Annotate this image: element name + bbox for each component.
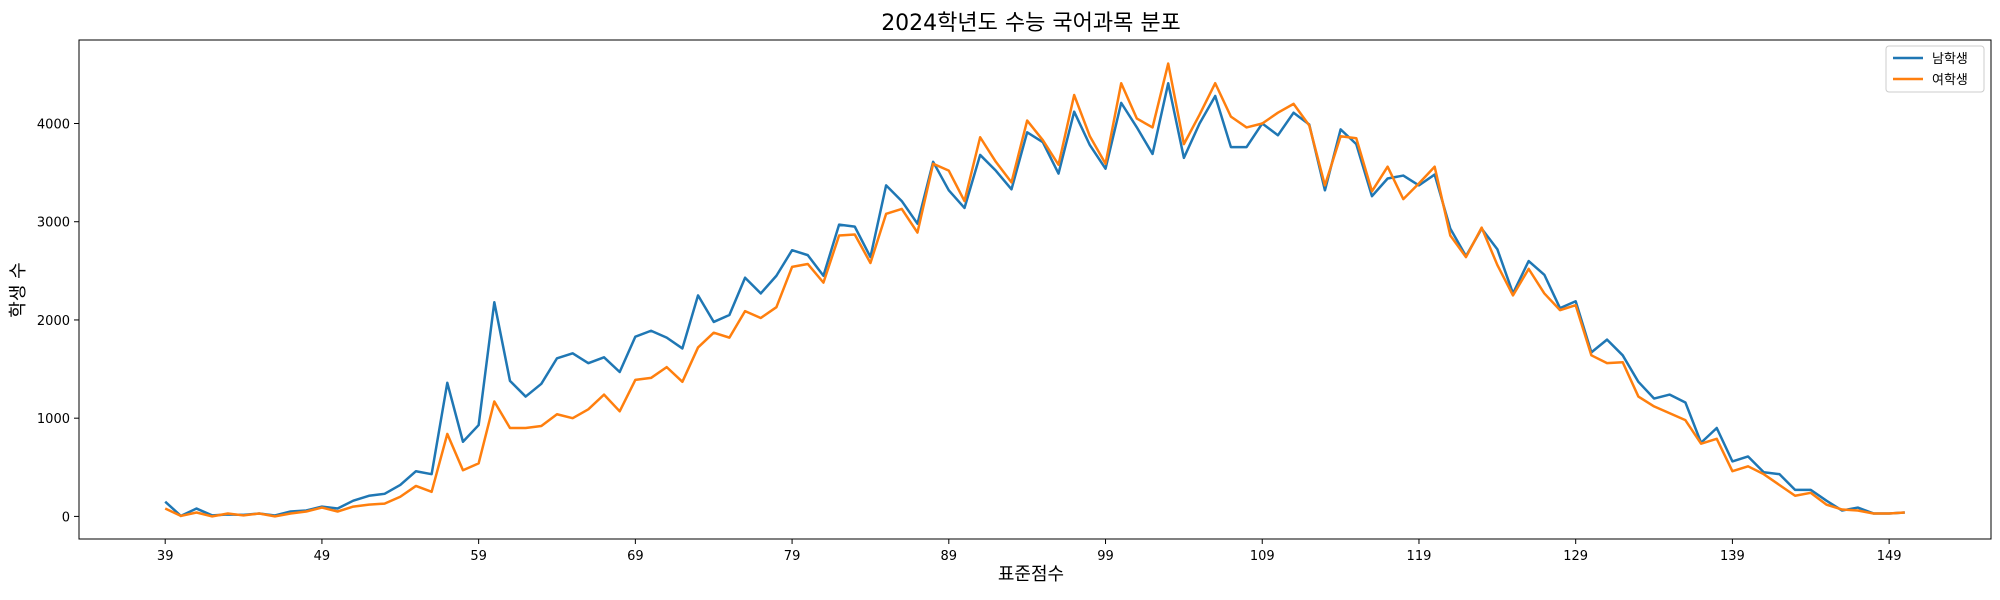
x-tick-label-99: 99 xyxy=(1097,549,1114,564)
x-axis: 39 49 59 69 79 89 99 109 119 129 139 149 xyxy=(157,539,1902,564)
x-axis-label: 표준점수 xyxy=(998,564,1064,585)
chart-title: 2024학년도 수능 국어과목 분포 xyxy=(881,11,1181,36)
x-tick-label-119: 119 xyxy=(1407,549,1432,564)
y-tick-label-3000: 3000 xyxy=(37,216,70,231)
x-tick-label-59: 59 xyxy=(470,549,487,564)
plot-area xyxy=(78,39,1992,540)
legend-label-남학생: 남학생 xyxy=(1932,52,1968,67)
y-tick-label-1000: 1000 xyxy=(37,412,70,427)
y-axis: 0 1000 2000 3000 4000 xyxy=(37,117,79,525)
x-tick-label-139: 139 xyxy=(1720,549,1745,564)
y-tick-label-2000: 2000 xyxy=(37,314,70,329)
x-tick-label-129: 129 xyxy=(1563,549,1588,564)
legend: 남학생 여학생 xyxy=(1885,45,1985,93)
x-tick-label-39: 39 xyxy=(157,549,174,564)
y-tick-label-0: 0 xyxy=(62,510,70,525)
x-tick-label-79: 79 xyxy=(784,549,801,564)
series-layer xyxy=(164,62,1905,518)
series-line-여학생 xyxy=(164,62,1905,518)
x-tick-label-89: 89 xyxy=(941,549,958,564)
legend-label-여학생: 여학생 xyxy=(1932,73,1968,88)
x-tick-label-149: 149 xyxy=(1877,549,1902,564)
y-axis-label: 학생 수 xyxy=(8,262,29,317)
y-tick-label-4000: 4000 xyxy=(37,117,70,132)
x-tick-label-69: 69 xyxy=(627,549,644,564)
series-line-남학생 xyxy=(164,81,1905,518)
x-tick-label-49: 49 xyxy=(314,549,331,564)
x-tick-label-109: 109 xyxy=(1250,549,1275,564)
